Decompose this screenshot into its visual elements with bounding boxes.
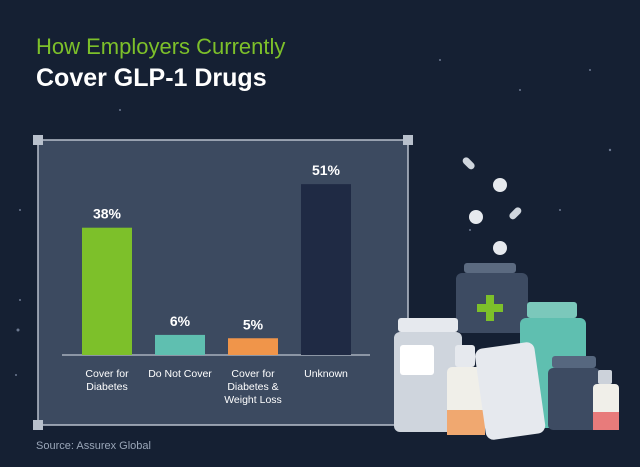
value-label: 38%	[93, 206, 122, 222]
bars: 38% 6% 5% 51%	[82, 162, 351, 355]
bar	[155, 334, 205, 355]
value-label: 51%	[312, 162, 341, 178]
chart-title: How Employers Currently	[36, 34, 286, 59]
category-label: Unknown	[304, 368, 348, 380]
value-label: 5%	[243, 316, 264, 332]
category-label: Cover for Diabetes	[85, 368, 129, 393]
value-label: 6%	[170, 313, 191, 329]
category-label: Do Not Cover	[148, 368, 212, 380]
bar	[82, 227, 132, 355]
category-label: Cover for Diabetes & Weight Loss	[224, 368, 282, 406]
medicine-illustration	[394, 157, 619, 440]
bar	[228, 338, 278, 355]
bar	[301, 184, 351, 355]
chart-subtitle: Cover GLP-1 Drugs	[36, 64, 267, 92]
source-note: Source: Assurex Global	[36, 440, 151, 452]
